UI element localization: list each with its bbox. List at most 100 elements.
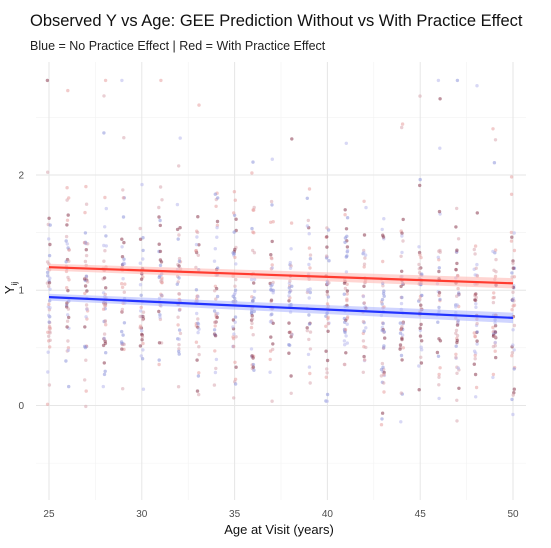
data-point [290, 284, 294, 288]
data-point [268, 370, 272, 374]
data-point [511, 261, 515, 265]
data-point [343, 236, 348, 240]
data-point [158, 185, 163, 189]
data-point [363, 253, 368, 257]
data-point [65, 223, 69, 227]
data-point [472, 349, 477, 353]
data-point [83, 210, 87, 215]
data-point [270, 266, 274, 270]
data-point [308, 381, 312, 385]
data-point [85, 280, 90, 284]
data-point [382, 217, 386, 221]
data-point [438, 297, 442, 302]
data-point [287, 294, 291, 298]
data-point [454, 355, 458, 360]
data-point [511, 343, 515, 347]
data-point [381, 291, 386, 296]
data-point [231, 335, 235, 339]
data-point [438, 97, 442, 101]
data-point [102, 131, 106, 135]
data-point [418, 326, 422, 330]
data-point [418, 334, 423, 338]
data-point [231, 325, 235, 329]
data-point [400, 250, 404, 255]
data-point [268, 349, 273, 353]
data-point [491, 300, 496, 305]
data-point [84, 358, 88, 362]
data-point [83, 378, 87, 382]
data-point [197, 392, 201, 397]
data-point [269, 253, 273, 257]
data-point [66, 88, 70, 93]
data-point [120, 255, 125, 259]
data-point [399, 301, 404, 306]
data-point [287, 299, 291, 303]
data-point [454, 225, 458, 229]
data-point [270, 312, 274, 316]
data-point [325, 358, 330, 363]
data-point [83, 259, 88, 264]
data-point [82, 240, 87, 245]
data-point [401, 217, 405, 222]
data-point [67, 384, 71, 389]
data-point [250, 171, 254, 175]
data-point [45, 260, 50, 264]
data-point [511, 266, 515, 270]
data-point [512, 303, 517, 307]
data-point [101, 384, 106, 389]
data-point [400, 295, 404, 300]
data-point [103, 249, 107, 253]
data-point [344, 351, 348, 355]
data-point [249, 325, 254, 330]
data-point [233, 320, 237, 324]
data-point [47, 334, 51, 338]
data-point [438, 366, 442, 370]
data-point [399, 327, 403, 332]
data-point [141, 248, 145, 253]
data-point [419, 355, 423, 359]
data-point [269, 298, 274, 302]
data-point [177, 256, 182, 261]
data-point [400, 234, 404, 238]
data-point [104, 234, 108, 238]
data-point [381, 321, 385, 326]
data-point [364, 345, 368, 350]
data-point [475, 274, 480, 278]
fit-line-no-practice [48, 296, 514, 319]
data-point [215, 225, 219, 230]
data-point [382, 381, 386, 385]
data-point [308, 330, 313, 334]
data-point [512, 387, 516, 391]
data-point [178, 307, 182, 312]
data-point [65, 286, 69, 290]
data-point [417, 388, 421, 392]
data-point [382, 294, 386, 298]
data-point [509, 239, 514, 243]
data-point [493, 274, 498, 279]
data-point [343, 330, 347, 335]
data-point [66, 339, 70, 343]
data-point [475, 262, 479, 267]
data-point [510, 351, 515, 355]
data-point [493, 334, 497, 339]
data-point [66, 213, 70, 217]
data-point [214, 357, 219, 362]
data-point [251, 299, 255, 303]
data-point [231, 294, 235, 298]
data-point [233, 198, 237, 202]
data-point [84, 202, 89, 206]
data-point [308, 266, 312, 270]
data-point [455, 371, 459, 375]
data-point [214, 297, 218, 301]
data-point [232, 190, 237, 194]
data-point [122, 136, 126, 140]
data-point [215, 235, 219, 239]
data-point [212, 309, 217, 313]
data-point [306, 289, 310, 293]
data-point [232, 252, 236, 256]
data-point [474, 302, 478, 306]
data-point [362, 262, 367, 266]
data-point [122, 290, 127, 294]
data-point [102, 336, 106, 340]
data-point [138, 261, 142, 265]
